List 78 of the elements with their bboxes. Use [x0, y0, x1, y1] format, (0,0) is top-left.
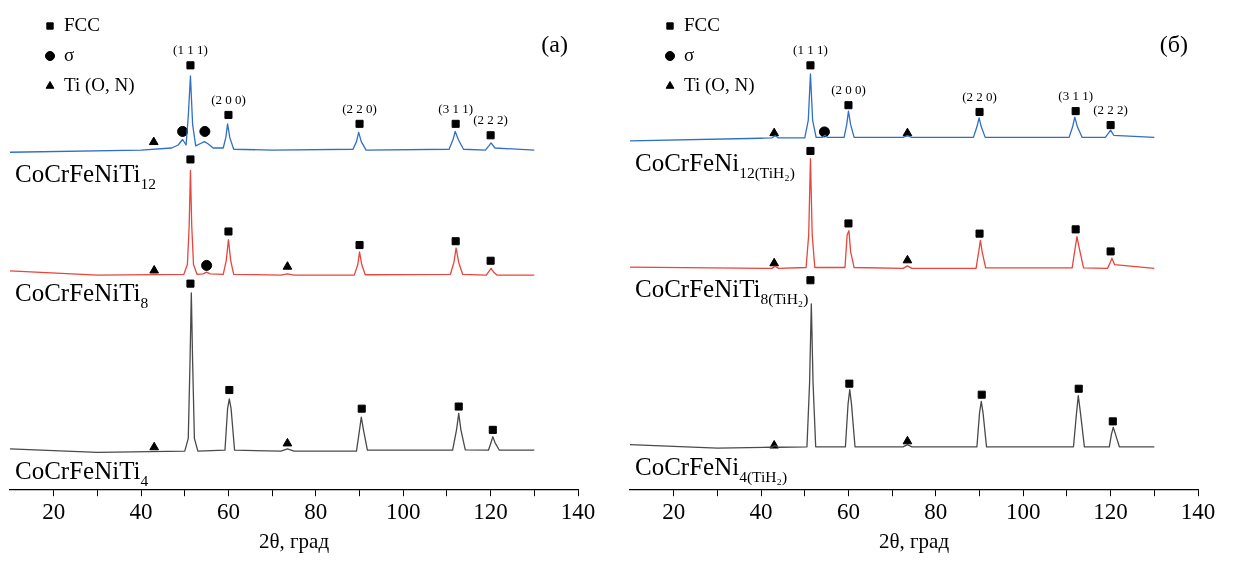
x-axis-title: 2θ, град [258, 528, 330, 553]
annotation: (2 0 0) [211, 91, 246, 107]
x-tick-label: 20 [42, 499, 66, 525]
x-tick-label: 40 [129, 499, 153, 525]
annotation: (2 0 0) [831, 82, 866, 98]
point [357, 404, 366, 413]
point [975, 107, 984, 116]
annotation: (1 1 1) [793, 42, 828, 58]
annotation: (2 2 0) [962, 88, 997, 104]
point [149, 264, 160, 274]
annotation: (3 1 1) [1058, 88, 1093, 104]
point [148, 136, 159, 146]
point [844, 219, 853, 228]
text: (б) [1159, 31, 1188, 58]
annotation: (2 2 0) [342, 100, 377, 116]
point [486, 131, 495, 140]
x-tick-label: 60 [216, 499, 240, 525]
legend-label: Ti (O, N) [684, 73, 755, 96]
point [451, 119, 460, 128]
x-tick-label: 40 [749, 499, 773, 525]
point [806, 276, 815, 285]
point [769, 257, 780, 267]
legend-label: FCC [684, 13, 720, 35]
point [975, 229, 984, 238]
point [902, 254, 913, 264]
x-tick-label: 100 [1005, 499, 1041, 525]
legend-label: Ti (O, N) [64, 73, 135, 96]
x-tick-label: 80 [924, 499, 948, 525]
point [199, 125, 211, 137]
point [1074, 384, 1083, 393]
point [201, 259, 213, 271]
point [902, 435, 913, 445]
point [355, 241, 364, 250]
legend-label: σ [64, 43, 75, 65]
point [486, 256, 495, 265]
point [224, 110, 233, 119]
point [1106, 121, 1115, 130]
point [225, 385, 234, 395]
point [454, 402, 463, 411]
point [1106, 247, 1115, 256]
x-tick-label: 140 [1180, 499, 1216, 525]
x-axis-title: 2θ, град [878, 528, 950, 553]
legend-label: FCC [64, 13, 100, 35]
point [977, 390, 986, 399]
annotation: (1 1 1) [173, 42, 208, 58]
point [1071, 107, 1080, 116]
annotation: (3 1 1) [438, 100, 473, 116]
point [902, 127, 913, 137]
x-tick-label: 120 [473, 499, 508, 525]
point [282, 437, 293, 447]
point [806, 61, 815, 70]
text: (a) [541, 31, 568, 58]
point [488, 425, 497, 434]
x-tick-label: 120 [1093, 499, 1128, 525]
point [186, 61, 195, 70]
point [845, 379, 854, 388]
x-tick-label: 140 [560, 499, 596, 525]
point [282, 261, 293, 270]
point [186, 279, 195, 288]
legend-label: σ [684, 43, 695, 65]
point [186, 155, 195, 164]
point [844, 101, 853, 110]
point [451, 237, 460, 246]
point [1071, 225, 1080, 234]
x-tick-label: 20 [662, 499, 686, 525]
point [355, 119, 364, 128]
x-tick-label: 100 [385, 499, 421, 525]
point [149, 441, 160, 451]
point [818, 126, 830, 138]
annotation: (2 2 2) [473, 112, 508, 128]
x-tick-label: 60 [836, 499, 860, 525]
point [769, 127, 780, 137]
point [806, 146, 815, 155]
point [224, 227, 233, 236]
point [1108, 417, 1117, 426]
annotation: (2 2 2) [1093, 102, 1128, 118]
x-tick-label: 80 [304, 499, 328, 525]
point [177, 125, 189, 137]
